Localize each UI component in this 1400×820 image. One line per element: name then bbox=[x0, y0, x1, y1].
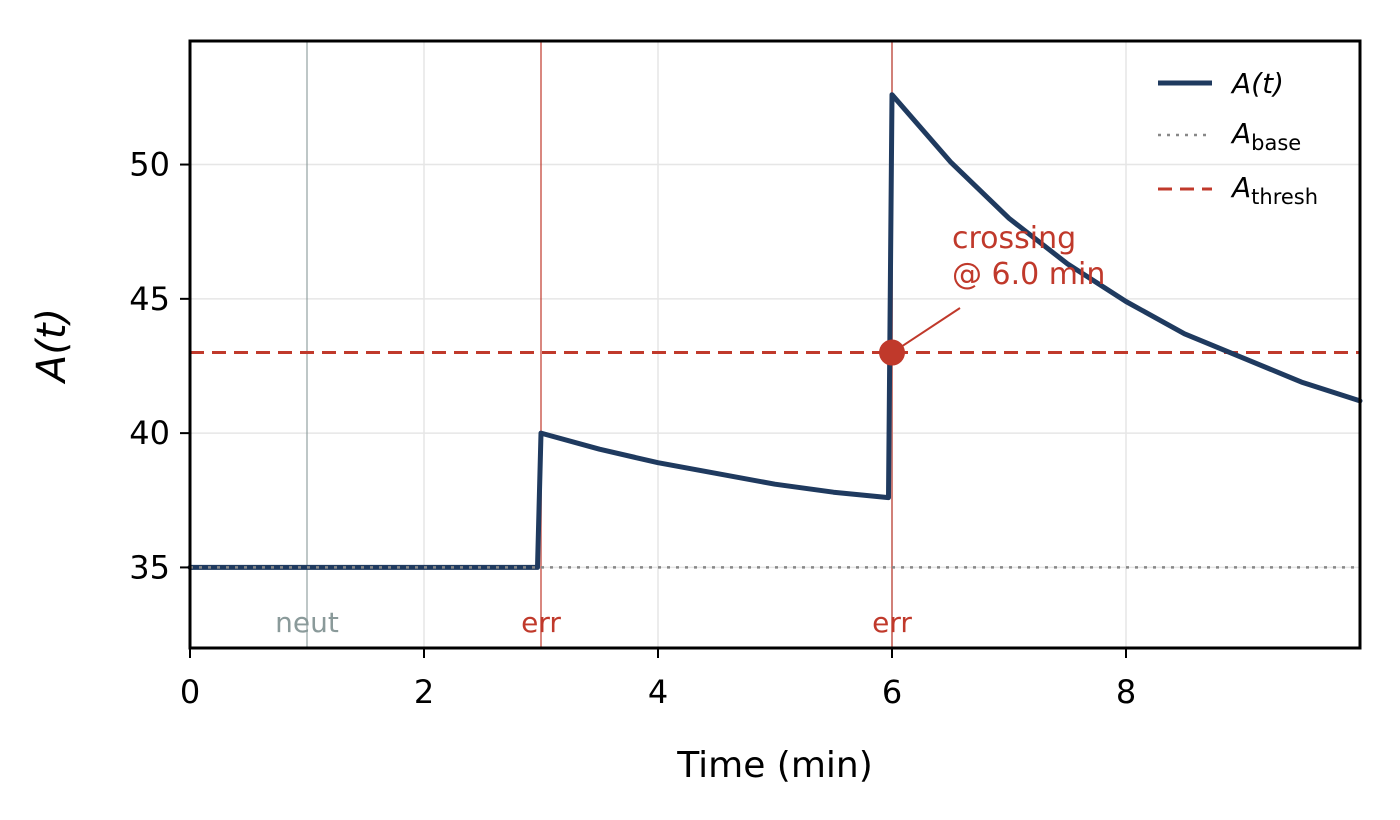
x-tick-label: 6 bbox=[882, 673, 902, 711]
annotation-text-line: crossing bbox=[952, 221, 1076, 256]
axis-ticks: 0 2 4 6 8 35 40 45 50 bbox=[129, 146, 1136, 711]
x-tick-label: 2 bbox=[414, 673, 434, 711]
annotation-arrow bbox=[899, 307, 961, 349]
y-tick-label: 45 bbox=[129, 280, 170, 318]
y-tick-label: 35 bbox=[129, 548, 170, 586]
event-labels: neut err err bbox=[275, 606, 912, 639]
annotation: crossing@ 6.0 min bbox=[879, 221, 1105, 366]
y-axis-title: A(t) bbox=[29, 308, 75, 385]
series bbox=[187, 92, 1363, 570]
x-axis-title: Time (min) bbox=[676, 745, 873, 786]
legend-label-series: A(t) bbox=[1230, 67, 1284, 100]
legend: A(t) Abase Athresh bbox=[1158, 67, 1318, 209]
event-label-neut: neut bbox=[275, 606, 339, 639]
y-tick-label: 40 bbox=[129, 414, 170, 452]
event-label-err: err bbox=[872, 606, 912, 639]
x-tick-label: 8 bbox=[1116, 673, 1136, 711]
event-label-err: err bbox=[521, 606, 561, 639]
crossing-marker bbox=[879, 339, 905, 366]
y-tick-label: 50 bbox=[129, 146, 170, 184]
plot-frame bbox=[188, 39, 1362, 650]
series-line bbox=[187, 92, 1363, 570]
x-tick-label: 0 bbox=[180, 673, 200, 711]
legend-label-base: Abase bbox=[1230, 117, 1301, 155]
reference-lines bbox=[190, 351, 1360, 569]
legend-label-thresh: Athresh bbox=[1230, 171, 1318, 209]
annotation-text-line: @ 6.0 min bbox=[952, 257, 1105, 292]
x-tick-label: 4 bbox=[648, 673, 668, 711]
